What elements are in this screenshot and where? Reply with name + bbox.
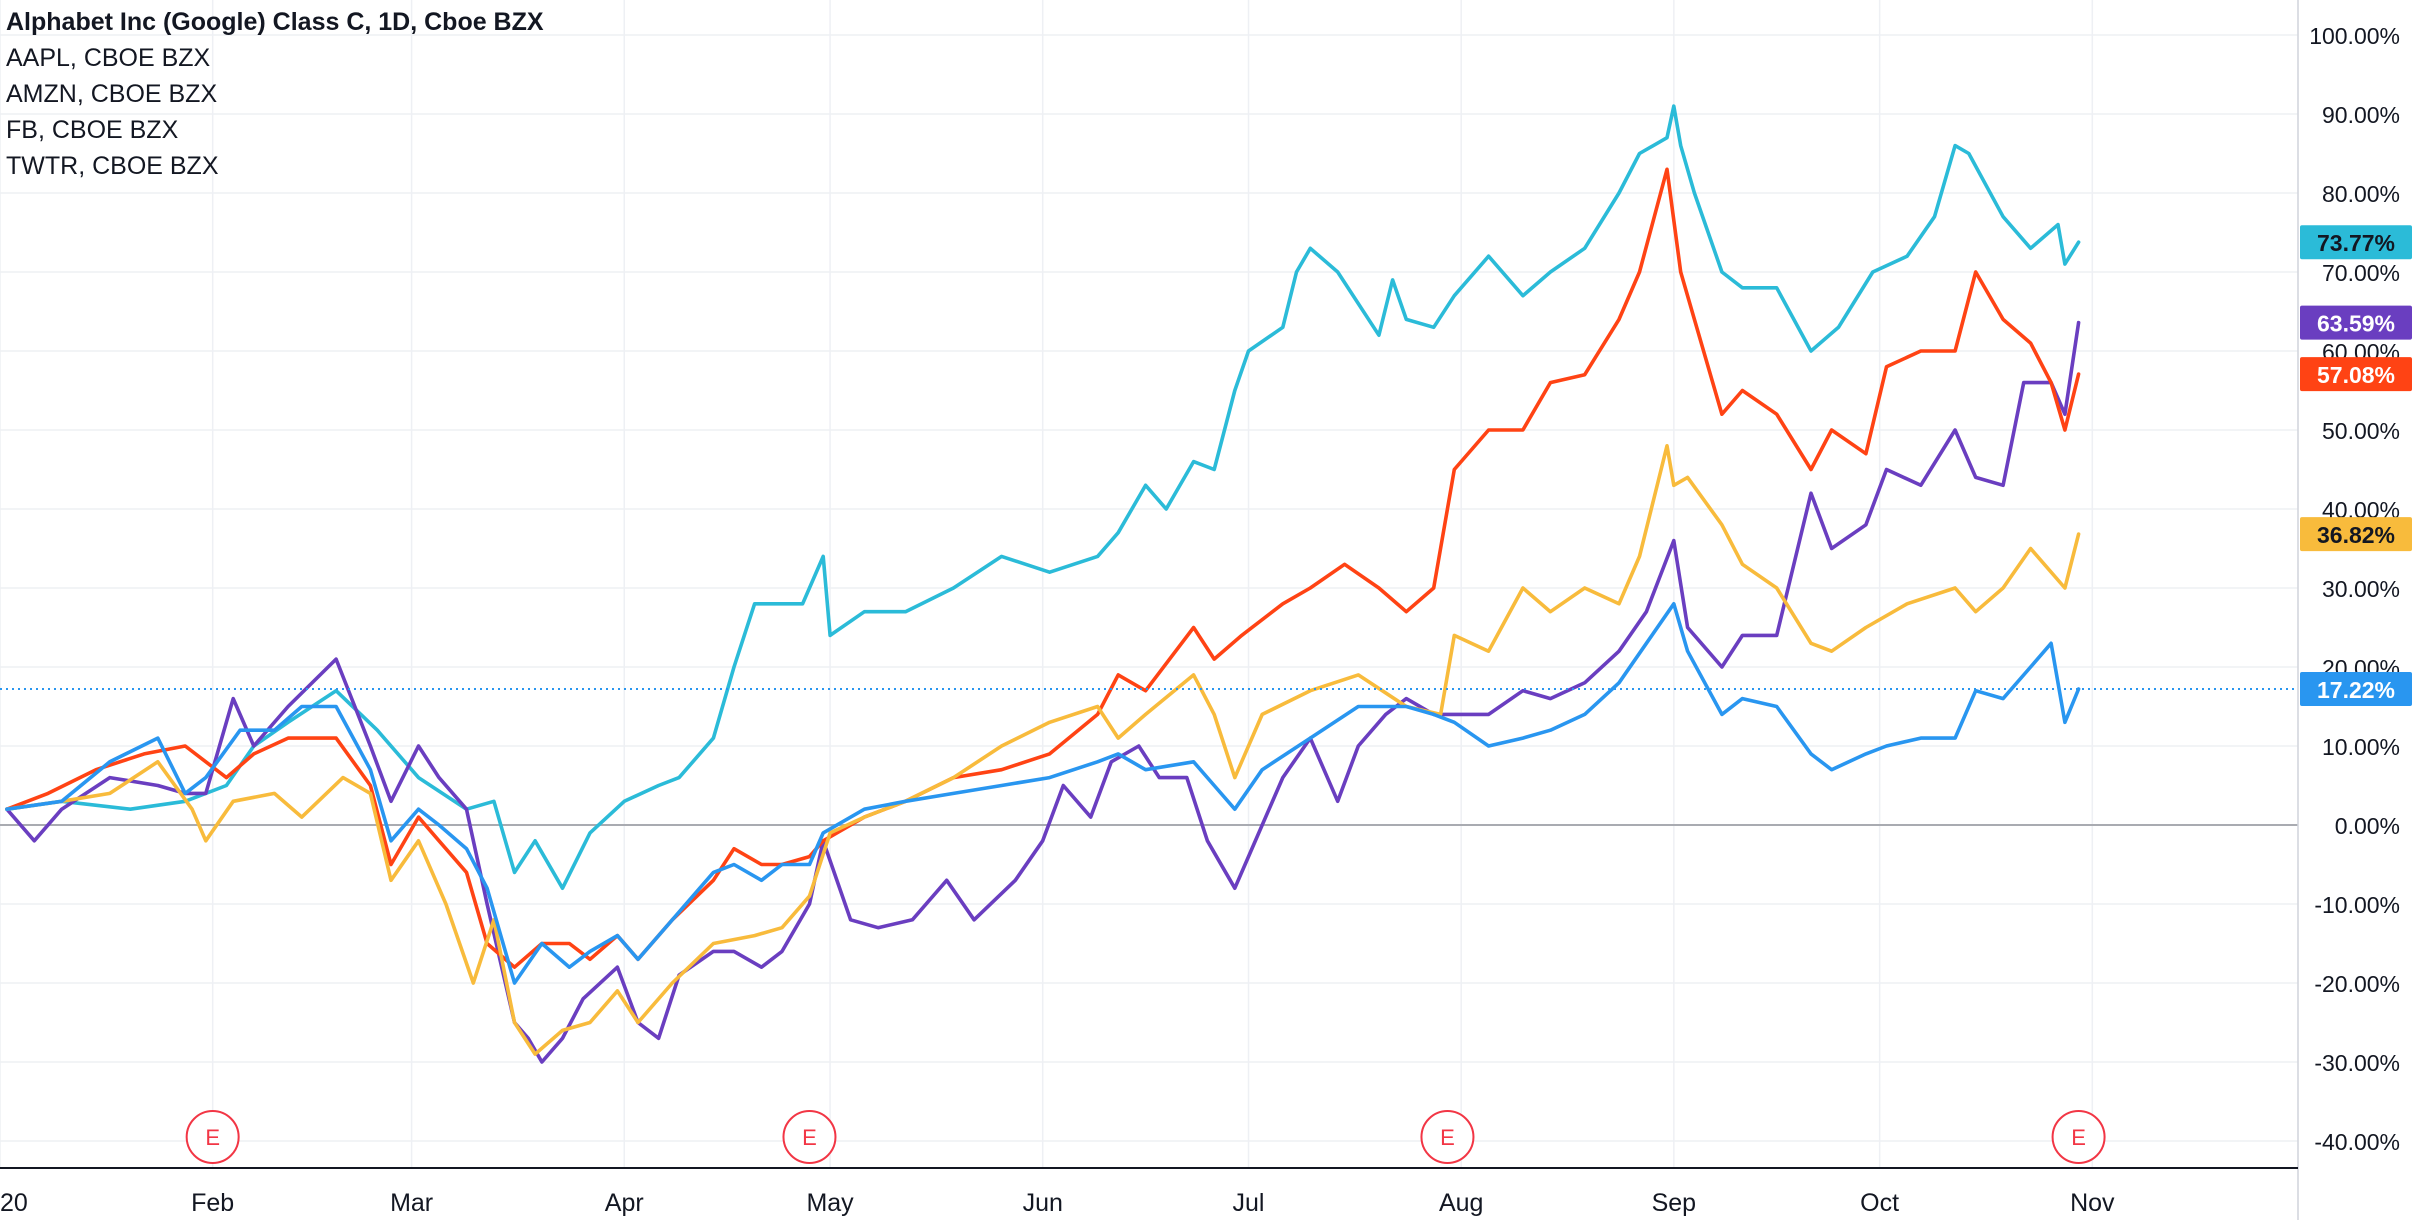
series-line-1[interactable] (5, 104, 2081, 890)
y-tick-label: -10.00% (2314, 892, 2400, 918)
last-value-tag-text: 36.82% (2317, 522, 2395, 548)
last-value-tag-1[interactable]: 73.77% (2300, 225, 2412, 260)
x-tick-label: Jul (1233, 1189, 1265, 1217)
legend-item-aapl[interactable]: AAPL, CBOE BZX (6, 44, 211, 72)
last-value-tag-4[interactable]: 36.82% (2300, 517, 2412, 552)
y-tick-label: -40.00% (2314, 1129, 2400, 1155)
last-value-tag-5[interactable]: 17.22% (2300, 671, 2412, 706)
last-value-tag-text: 73.77% (2317, 230, 2395, 256)
earnings-marker-circle (1420, 1110, 1475, 1164)
legend-item-fb[interactable]: FB, CBOE BZX (6, 116, 179, 144)
earnings-marker[interactable]: E (1420, 1110, 1475, 1164)
series-line-3[interactable] (5, 167, 2081, 969)
legend-item-amzn[interactable]: AMZN, CBOE BZX (6, 80, 218, 108)
y-tick-label: 10.00% (2322, 734, 2400, 760)
last-value-tag-text: 17.22% (2317, 677, 2395, 703)
x-tick-label: 2020 (0, 1189, 28, 1217)
series-lines (5, 104, 2081, 1064)
y-tick-label: -20.00% (2314, 971, 2400, 997)
y-tick-label: 0.00% (2335, 813, 2400, 839)
earnings-marker[interactable]: E (185, 1110, 240, 1164)
x-tick-label: Mar (390, 1189, 433, 1217)
last-value-tag-bg (2300, 671, 2412, 706)
y-tick-label: 50.00% (2322, 418, 2400, 444)
y-tick-label: 90.00% (2322, 102, 2400, 128)
last-value-tag-bg (2300, 357, 2412, 392)
x-tick-label: May (806, 1189, 854, 1217)
earnings-marker-label: E (1440, 1125, 1455, 1150)
earnings-marker-label: E (205, 1125, 220, 1150)
y-tick-label: 70.00% (2322, 260, 2400, 286)
earnings-marker[interactable]: E (2051, 1110, 2106, 1164)
series-line-5[interactable] (5, 602, 2081, 985)
legend-main-symbol[interactable]: Alphabet Inc (Google) Class C, 1D, Cboe … (6, 8, 544, 36)
earnings-marker-circle (185, 1110, 240, 1164)
y-tick-label: -30.00% (2314, 1050, 2400, 1076)
last-value-tag-text: 63.59% (2317, 311, 2395, 337)
x-tick-label: Apr (605, 1189, 644, 1217)
last-value-tag-3[interactable]: 57.08% (2300, 357, 2412, 392)
legend: Alphabet Inc (Google) Class C, 1D, Cboe … (6, 4, 544, 184)
y-tick-label: 100.00% (2309, 23, 2400, 49)
earnings-marker-circle (782, 1110, 837, 1164)
last-value-tag-bg (2300, 225, 2412, 260)
earnings-marker-label: E (802, 1125, 817, 1150)
x-tick-label: Feb (191, 1189, 234, 1217)
x-tick-label: Oct (1860, 1189, 1899, 1217)
series-line-4[interactable] (5, 444, 2081, 1056)
earnings-marker-label: E (2071, 1125, 2086, 1150)
y-tick-label: 30.00% (2322, 576, 2400, 602)
earnings-marker[interactable]: E (782, 1110, 837, 1164)
x-tick-label: Jun (1023, 1189, 1063, 1217)
x-tick-label: Nov (2070, 1189, 2115, 1217)
series-line-2[interactable] (5, 320, 2081, 1064)
last-value-tag-2[interactable]: 63.59% (2300, 305, 2412, 340)
y-tick-label: 80.00% (2322, 181, 2400, 207)
x-tick-label: Sep (1652, 1189, 1696, 1217)
x-tick-label: Aug (1439, 1189, 1483, 1217)
last-value-tag-bg (2300, 517, 2412, 552)
last-value-tag-text: 57.08% (2317, 362, 2395, 388)
earnings-marker-circle (2051, 1110, 2106, 1164)
last-value-tag-bg (2300, 305, 2412, 340)
legend-item-twtr[interactable]: TWTR, CBOE BZX (6, 152, 219, 180)
